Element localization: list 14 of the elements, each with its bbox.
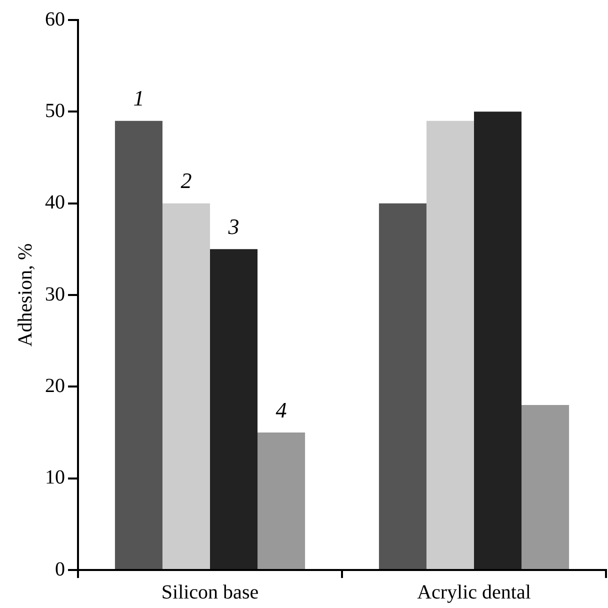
series-label: 1 xyxy=(133,86,144,111)
y-tick-label: 40 xyxy=(45,192,65,214)
y-tick-label: 50 xyxy=(45,100,65,122)
series-label: 3 xyxy=(227,214,240,239)
y-tick-label: 0 xyxy=(55,558,65,580)
y-axis-title: Adhesion, % xyxy=(14,243,36,347)
series-label: 2 xyxy=(180,168,192,194)
series-label: 4 xyxy=(276,397,287,422)
x-tick-label: Acrylic dental xyxy=(417,581,532,604)
y-tick-label: 30 xyxy=(45,283,65,306)
x-tick-label: Silicon base xyxy=(161,581,259,604)
y-tick-label: 20 xyxy=(45,374,65,397)
y-tick-label: 60 xyxy=(45,8,65,30)
y-tick-label: 10 xyxy=(45,466,65,489)
